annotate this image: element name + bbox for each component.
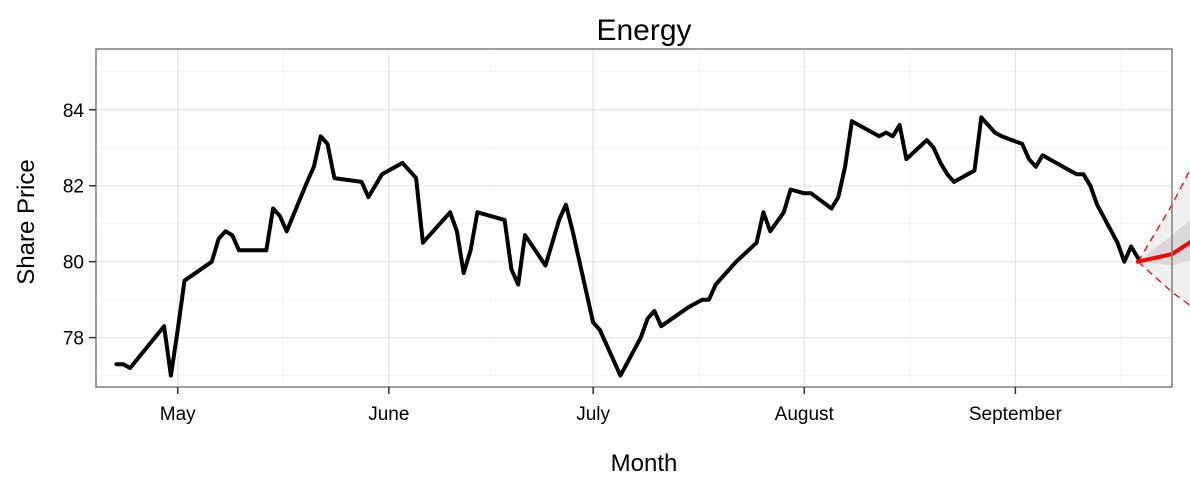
plot-panel	[96, 49, 1172, 387]
x-axis-title: Month	[611, 450, 678, 477]
y-axis-title: Share Price	[13, 159, 40, 284]
plot-panel-border	[95, 48, 1173, 388]
y-tick-label: 80	[63, 253, 84, 274]
y-tick-label: 82	[63, 177, 84, 198]
x-tick-label: June	[368, 404, 409, 425]
history-series-line	[114, 115, 1140, 378]
y-tick-label: 78	[63, 329, 84, 350]
x-tick-label: August	[775, 404, 835, 425]
chart-title: Energy	[596, 14, 691, 47]
x-tick-label: May	[160, 404, 196, 425]
x-tick-label: July	[576, 404, 610, 425]
x-tick-label: September	[969, 404, 1063, 425]
forecast-band-80	[1137, 220, 1190, 266]
y-tick-label: 84	[63, 101, 85, 122]
forecast-band-95	[1137, 169, 1190, 306]
